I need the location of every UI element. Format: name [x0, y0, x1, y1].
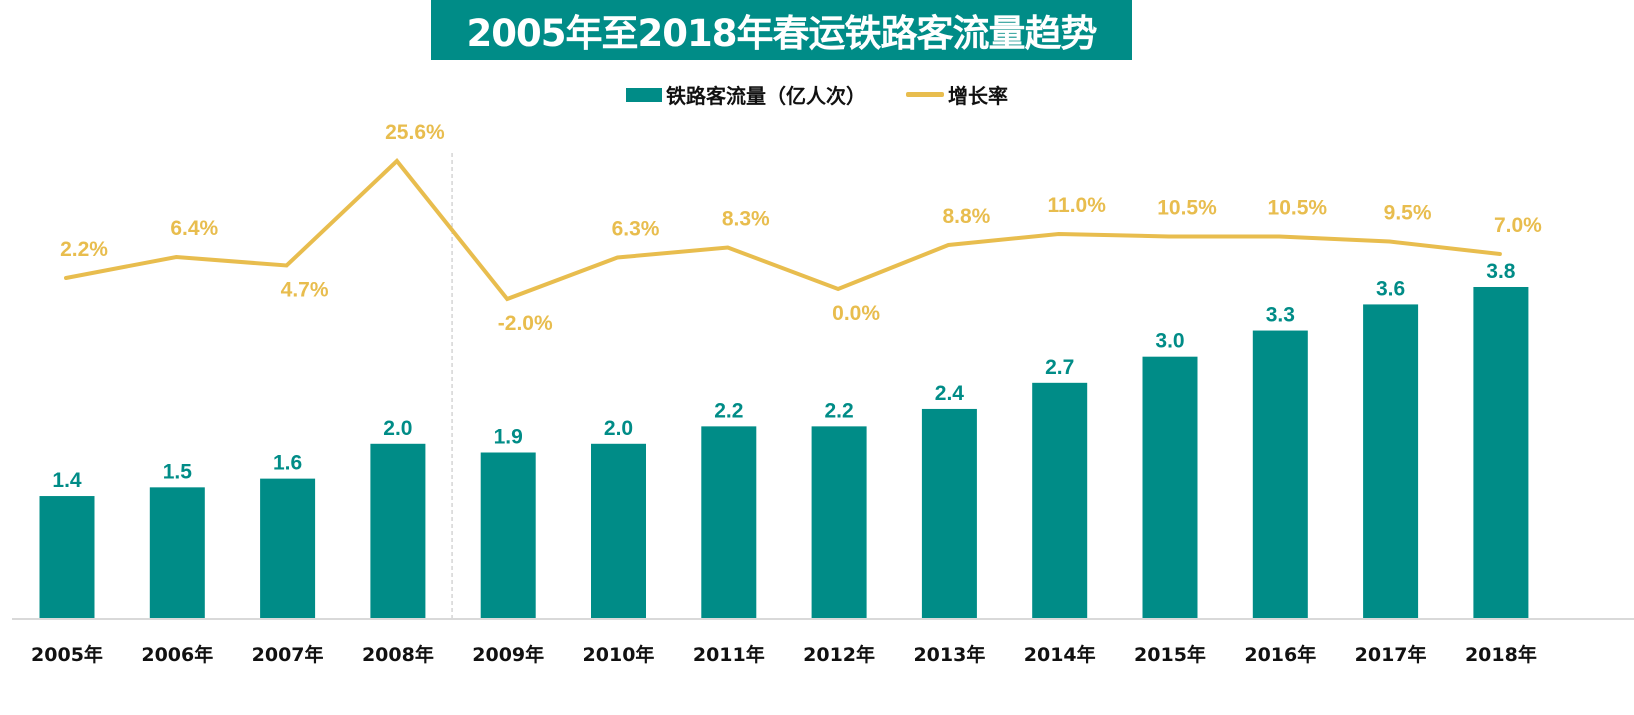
x-axis-tick-label: 2014年: [1024, 643, 1096, 666]
growth-rate-label: 8.8%: [942, 205, 990, 228]
x-axis-tick-label: 2005年: [31, 643, 103, 666]
x-axis-tick-label: 2006年: [141, 643, 213, 666]
legend-entry-growth-rate: 增长率: [906, 80, 1008, 109]
bar-value-label: 3.3: [1266, 304, 1295, 327]
bar-value-label: 2.0: [604, 417, 633, 440]
bar-value-label: 2.2: [714, 399, 743, 422]
bar-2016年: [1252, 330, 1308, 618]
growth-rate-label: 0.0%: [832, 302, 880, 325]
growth-rate-label: 9.5%: [1384, 202, 1432, 225]
bar-value-label: 1.5: [163, 460, 193, 483]
bar-2014年: [1032, 382, 1088, 618]
bar-value-label: 1.4: [52, 469, 82, 492]
legend-entry-passenger-flow: 铁路客流量（亿人次）: [626, 80, 866, 109]
x-axis-tick-label: 2011年: [693, 643, 765, 666]
x-axis-tick-label: 2008年: [362, 643, 434, 666]
x-axis-tick-label: 2018年: [1465, 643, 1537, 666]
chart-title-banner: 2005年至2018年春运铁路客流量趋势: [431, 0, 1132, 60]
bar-value-label: 1.9: [494, 425, 523, 448]
legend-bar-swatch: [626, 87, 662, 102]
x-axis-tick-label: 2010年: [583, 643, 655, 666]
bar-2017年: [1363, 304, 1419, 618]
growth-rate-label: 6.4%: [170, 217, 218, 240]
bar-2018年: [1473, 286, 1529, 618]
x-axis-tick-label: 2013年: [913, 643, 985, 666]
growth-rate-label: 8.3%: [722, 208, 770, 231]
bar-2015年: [1142, 356, 1198, 618]
growth-rate-label: 4.7%: [281, 279, 329, 302]
x-axis-tick-label: 2015年: [1134, 643, 1206, 666]
growth-rate-label: 25.6%: [385, 121, 445, 144]
bar-2007年: [260, 478, 316, 618]
growth-rate-label: -2.0%: [498, 312, 553, 335]
bar-2012年: [811, 426, 867, 618]
x-axis-tick-label: 2007年: [252, 643, 324, 666]
bar-2006年: [149, 487, 205, 618]
bar-value-label: 3.8: [1486, 260, 1516, 283]
bar-2010年: [591, 443, 646, 618]
x-axis-tick-label: 2017年: [1355, 643, 1427, 666]
bar-value-label: 2.7: [1045, 356, 1074, 379]
x-axis-tick-label: 2009年: [472, 643, 544, 666]
growth-rate-label: 10.5%: [1157, 197, 1217, 220]
growth-rate-label: 2.2%: [60, 238, 108, 261]
chart-legend: 铁路客流量（亿人次） 增长率: [0, 80, 1634, 109]
chart-title: 2005年至2018年春运铁路客流量趋势: [466, 12, 1098, 55]
growth-rate-label: 11.0%: [1048, 194, 1107, 217]
growth-rate-label: 10.5%: [1268, 197, 1328, 220]
legend-label-growth-rate: 增长率: [948, 84, 1008, 108]
bar-2013年: [921, 408, 977, 618]
bar-value-label: 2.4: [935, 382, 965, 405]
bar-2008年: [370, 443, 426, 618]
legend-label-passenger-flow: 铁路客流量（亿人次）: [666, 84, 866, 108]
bar-value-label: 2.0: [383, 417, 412, 440]
bar-value-label: 3.6: [1376, 277, 1405, 300]
legend-line-swatch: [906, 92, 944, 97]
growth-rate-label: 6.3%: [612, 218, 660, 241]
growth-rate-label: 7.0%: [1494, 214, 1542, 237]
bar-2009年: [480, 452, 536, 618]
bar-value-label: 3.0: [1155, 330, 1184, 353]
x-axis-tick-label: 2016年: [1244, 643, 1316, 666]
bar-value-label: 1.6: [273, 452, 302, 475]
bar-2011年: [701, 426, 757, 618]
growth-rate-line: [64, 158, 1502, 302]
bar-value-label: 2.2: [824, 399, 853, 422]
x-axis-tick-label: 2012年: [803, 643, 875, 666]
bar-2005年: [39, 496, 95, 618]
